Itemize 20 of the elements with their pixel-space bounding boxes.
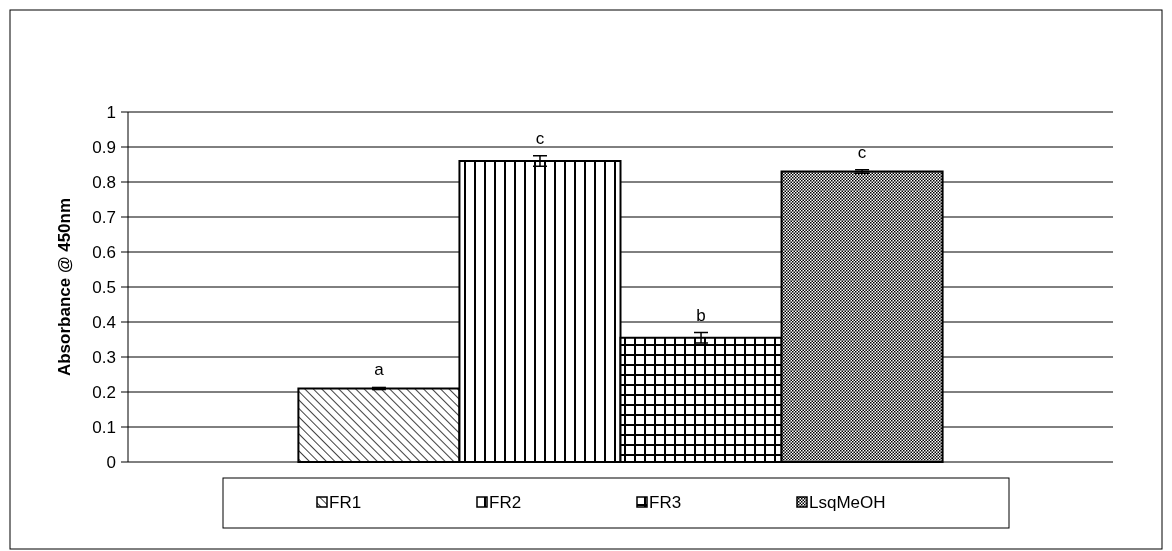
y-axis-title: Absorbance @ 450nm: [55, 197, 74, 377]
y-tick-label: 0.6: [92, 242, 116, 262]
y-tick-label: 0.2: [92, 382, 116, 402]
y-tick-label: 0.5: [92, 277, 116, 297]
y-tick-label: 0.8: [92, 172, 116, 192]
annotation: a: [374, 360, 385, 380]
y-tick-label: 1: [106, 102, 116, 122]
y-tick-label: 0.1: [92, 417, 116, 437]
y-tick-label: 0.3: [92, 347, 116, 367]
legend-label: FR1: [329, 492, 362, 512]
annotation: c: [857, 142, 867, 162]
legend-label: FR2: [489, 492, 522, 512]
legend-label: LsqMeOH: [809, 492, 886, 512]
annotation: c: [535, 128, 545, 148]
y-tick-label: 0.4: [92, 312, 116, 332]
annotation: b: [696, 305, 706, 325]
y-tick-label: 0.9: [92, 137, 116, 157]
y-tick-label: 0: [106, 452, 116, 472]
y-tick-label: 0.7: [92, 207, 116, 227]
legend-label: FR3: [649, 492, 682, 512]
